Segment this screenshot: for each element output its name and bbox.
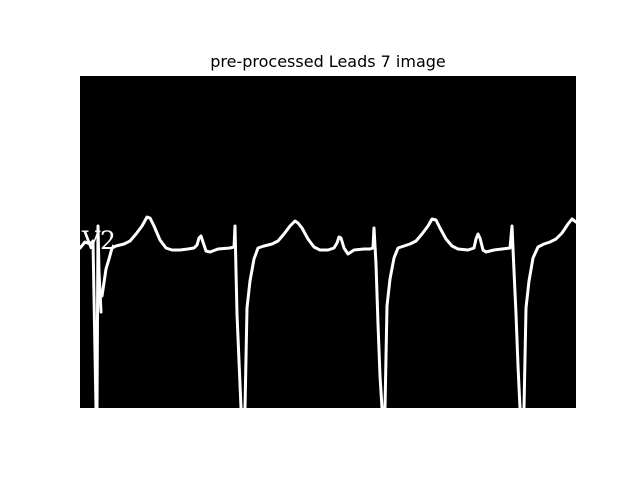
ecg-trace [80, 215, 576, 408]
ecg-image: V2 [80, 76, 576, 408]
image-background [80, 76, 576, 408]
ecg-image-panel: V2 [80, 76, 576, 408]
ecg-trace-beat-3 [383, 217, 522, 408]
ecg-trace-beat-4 [522, 217, 576, 408]
figure-title: pre-processed Leads 7 image [210, 52, 446, 71]
ecg-trace-beat-2 [243, 219, 384, 408]
ecg-trace-beat-1 [80, 215, 243, 408]
